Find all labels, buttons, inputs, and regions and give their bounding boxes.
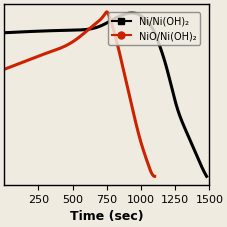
X-axis label: Time (sec): Time (sec) [70, 210, 143, 223]
Legend: Ni/Ni(OH)₂, NiO/Ni(OH)₂: Ni/Ni(OH)₂, NiO/Ni(OH)₂ [108, 13, 200, 45]
